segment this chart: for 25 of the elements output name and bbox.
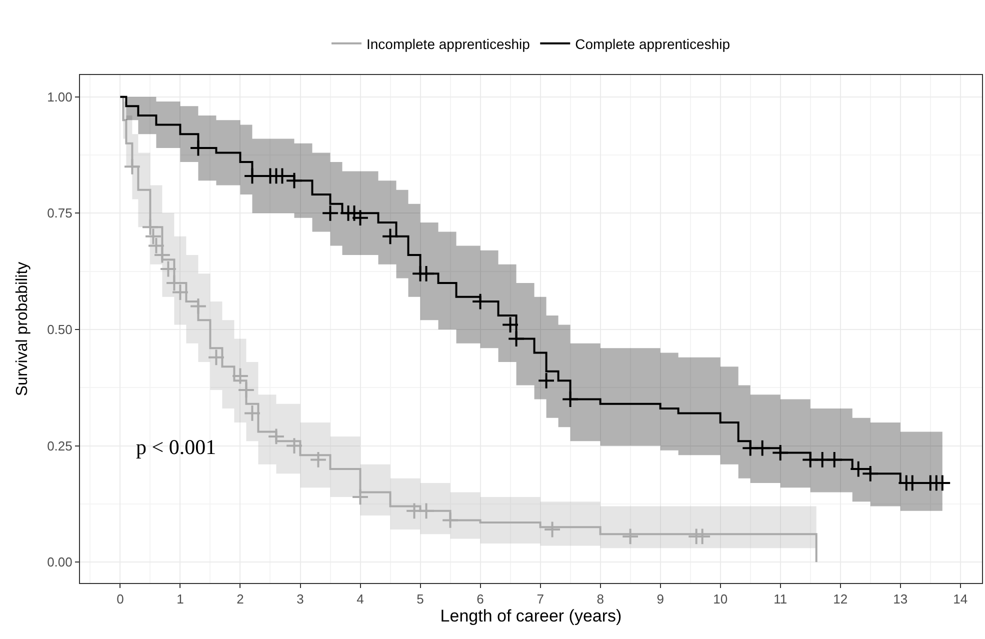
y-tick-label: 0.25 [47,438,72,454]
x-tick-label: 6 [476,592,484,607]
x-tick-label: 4 [356,592,364,607]
x-tick-label: 13 [893,592,908,607]
x-tick-label: 0 [116,592,124,607]
x-tick-label: 8 [596,592,604,607]
x-tick-label: 11 [774,592,788,607]
x-axis-title: Length of career (years) [440,606,622,626]
annotation: p < 0.001 [136,435,216,459]
x-tick-label: 12 [833,592,848,607]
legend-label: Complete apprenticeship [575,36,730,52]
x-tick-label: 3 [296,592,304,607]
y-tick-label: 0.00 [47,554,72,570]
x-tick-label: 9 [656,592,664,607]
y-tick-label: 1.00 [47,89,72,104]
x-tick-label: 10 [713,592,728,607]
y-tick-label: 0.75 [47,206,72,221]
x-tick-label: 2 [236,592,244,607]
y-tick-label: 0.50 [47,322,72,338]
x-tick-label: 1 [176,592,184,607]
x-tick-label: 5 [416,592,424,607]
legend-label: Incomplete apprenticeship [366,36,530,52]
x-tick-label: 7 [536,592,544,607]
y-axis-title: Survival probability [14,262,31,396]
x-tick-label: 14 [953,592,968,607]
